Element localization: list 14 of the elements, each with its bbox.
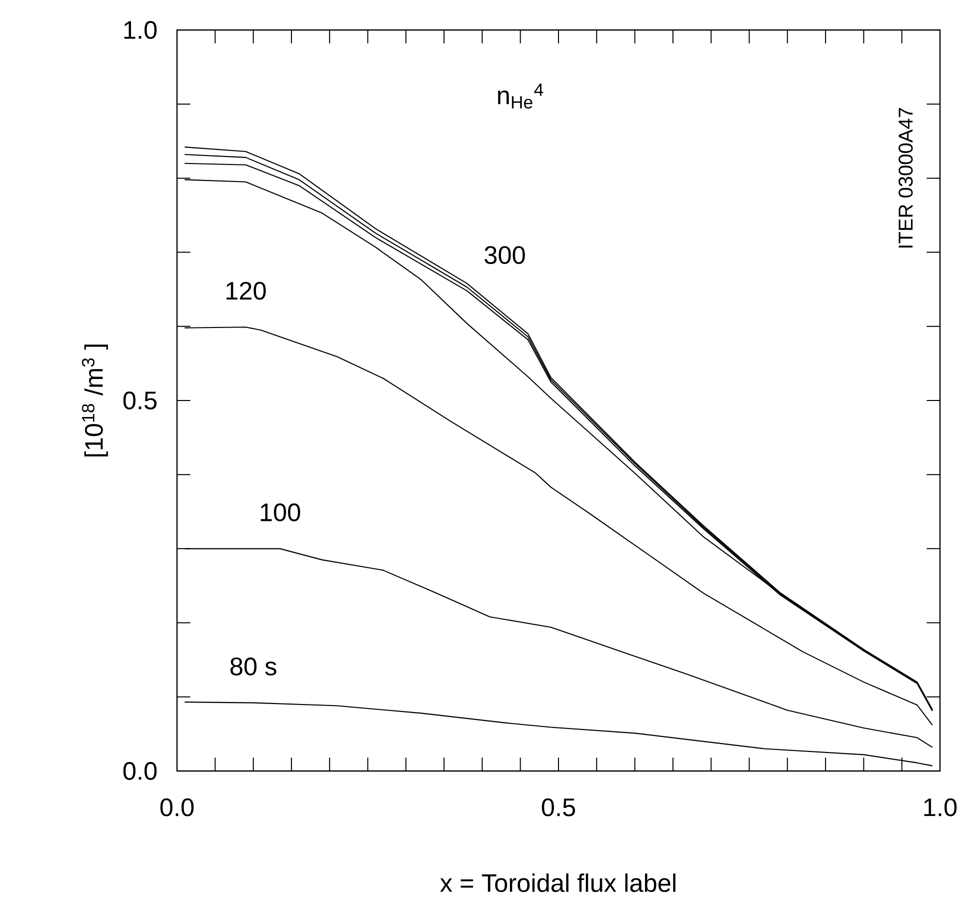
series-label: 80 s <box>230 658 276 676</box>
y-tick-label: 0.0 <box>123 762 157 780</box>
text: n$_{He}$4 <box>498 84 544 109</box>
annotation: ITER 03000A47 <box>898 108 913 248</box>
x-tick-label: 1.0 <box>924 798 957 816</box>
y-axis-title: [10$^{18}$ /m$^{3}$ ] <box>82 344 108 456</box>
y-tick-label: 0.5 <box>123 392 157 410</box>
x-axis-title: x = Toroidal flux label <box>440 873 676 892</box>
y-tick-label: 1.0 <box>124 21 157 39</box>
x-tick-label: 0.0 <box>160 798 194 816</box>
series-label: 100 <box>260 503 300 522</box>
series-label: 300 <box>484 246 525 264</box>
series-label: 120 <box>226 282 266 300</box>
x-tick-label: 0.5 <box>542 798 576 816</box>
